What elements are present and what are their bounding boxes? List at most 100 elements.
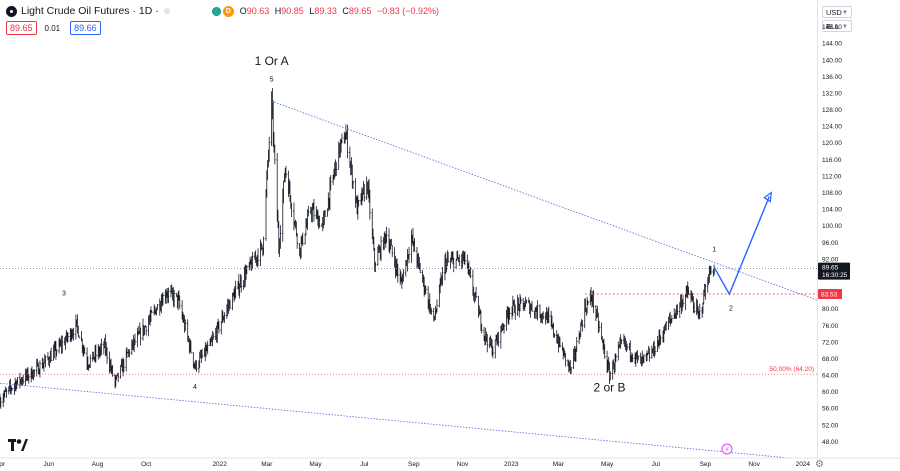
ohlc-bar <box>190 340 192 354</box>
ohlc-bar <box>22 374 25 385</box>
ohlc-bar <box>617 341 620 361</box>
ohlc-bar <box>536 300 539 321</box>
price-axis-panel[interactable]: USD ▼ BLL ▼ <box>817 0 900 458</box>
gear-icon[interactable]: ⚙ <box>815 459 824 470</box>
resistance-trendline <box>271 100 819 301</box>
oil-logo-icon <box>6 5 17 17</box>
unit-select[interactable]: BLL ▼ <box>822 20 852 32</box>
ohlc-bar <box>139 327 142 346</box>
ohlc-bar <box>682 294 684 308</box>
ohlc-bar <box>424 285 427 295</box>
ohlc-bars <box>0 88 716 409</box>
symbol-title[interactable]: Light Crude Oil Futures · 1D · <box>21 5 159 17</box>
ohlc-bar <box>354 178 357 208</box>
ohlc-bar <box>553 333 556 338</box>
ohlc-bar <box>156 303 159 311</box>
ohlc-bar <box>486 333 489 353</box>
ohlc-bar <box>475 286 478 299</box>
ohlc-bar <box>430 307 433 315</box>
ohlc-bar <box>106 347 108 364</box>
ohlc-bar <box>257 248 259 267</box>
ohlc-bar <box>117 372 120 382</box>
ohlc-bar <box>313 198 315 222</box>
ohlc-bar <box>676 304 679 315</box>
tradingview-logo[interactable] <box>8 439 28 454</box>
annotation-labels: 1 Or A 5 3 4 2 or B 1 2 ⚡ <box>62 54 733 455</box>
support-trendline <box>0 382 790 459</box>
ohlc-bar <box>44 355 47 368</box>
ohlc-bar <box>307 205 310 217</box>
ohlc-bar <box>452 257 455 273</box>
ohlc-bar <box>173 289 176 308</box>
ohlc-bar <box>637 355 640 361</box>
ohlc-bar <box>391 244 394 258</box>
ohlc-bar <box>50 347 53 362</box>
ohlc-bar <box>285 166 287 178</box>
ohlc-bar <box>240 275 243 293</box>
ohlc-bar <box>352 180 354 190</box>
ohlc-bar <box>11 387 13 392</box>
ohlc-bar <box>324 210 327 217</box>
ohlc-bar <box>564 353 567 367</box>
ohlc-bar <box>670 314 673 323</box>
ohlc-bar <box>89 354 92 369</box>
ohlc-bar <box>654 346 656 356</box>
ohlc-bar <box>0 397 2 409</box>
spread-value: 0.01 <box>44 23 61 33</box>
ohlc-bar <box>363 183 366 202</box>
ohlc-bar <box>206 340 209 355</box>
ohlc-bar <box>5 387 8 398</box>
ohlc-bar <box>575 336 578 352</box>
ohlc-bar <box>251 251 254 270</box>
buy-button[interactable]: 89.66 <box>70 21 101 35</box>
ohlc-bar <box>329 175 332 191</box>
ohlc-bar <box>503 324 505 334</box>
ohlc-bar <box>514 304 517 320</box>
fib-label: 50.00% (64.20) <box>770 366 814 373</box>
tradingview-logo-icon <box>8 439 28 451</box>
ohlc-bar <box>357 199 360 207</box>
ohlc-bar <box>648 347 651 362</box>
ohlc-bar <box>229 300 231 309</box>
ohlc-bar <box>519 296 522 304</box>
ohlc-bar <box>458 254 461 267</box>
ohlc-bar <box>413 238 416 252</box>
ohlc-bar <box>67 332 69 343</box>
ohlc-bar <box>441 267 444 286</box>
ohlc-bar <box>223 312 226 323</box>
ohlc-bar <box>234 280 237 299</box>
ohlc-bar <box>134 333 136 345</box>
ohlc-bar <box>33 369 36 377</box>
ohlc-bar <box>609 371 612 381</box>
ohlc-bar <box>346 124 349 159</box>
ohlc-values: O90.63 H90.85 L89.33 C89.65 −0.83 (−0.92… <box>239 6 439 16</box>
ohlc-bar <box>78 335 80 339</box>
ohlc-bar <box>491 346 494 359</box>
symbol-legend[interactable]: Light Crude Oil Futures · 1D · D O90.63 … <box>6 5 442 17</box>
ohlc-bar <box>581 319 584 332</box>
ohlc-bar <box>687 286 690 296</box>
ohlc-bar <box>318 215 321 228</box>
ohlc-bar <box>455 259 458 269</box>
ohlc-bar <box>162 292 164 306</box>
ohlc-bar <box>542 311 545 320</box>
ohlc-bar <box>368 189 371 220</box>
ohlc-bar <box>665 321 668 331</box>
ohlc-bar <box>480 323 483 334</box>
currency-select[interactable]: USD ▼ <box>822 6 852 18</box>
ohlc-bar <box>659 335 662 345</box>
ohlc-bar <box>212 332 215 340</box>
ohlc-bar <box>262 236 265 256</box>
market-open-icon[interactable] <box>211 6 221 16</box>
ohlc-bar <box>268 136 271 162</box>
sell-button[interactable]: 89.65 <box>6 21 37 35</box>
ohlc-bar <box>335 162 338 176</box>
ohlc-bar <box>598 320 601 332</box>
drawings-layer: 50.00% (64.20) <box>0 100 819 459</box>
dividend-badge[interactable]: D <box>222 5 234 17</box>
ohlc-bar <box>128 349 131 358</box>
ohlc-bar <box>279 225 282 249</box>
event-flash-icon <box>721 443 733 455</box>
ohlc-bar <box>626 343 628 351</box>
